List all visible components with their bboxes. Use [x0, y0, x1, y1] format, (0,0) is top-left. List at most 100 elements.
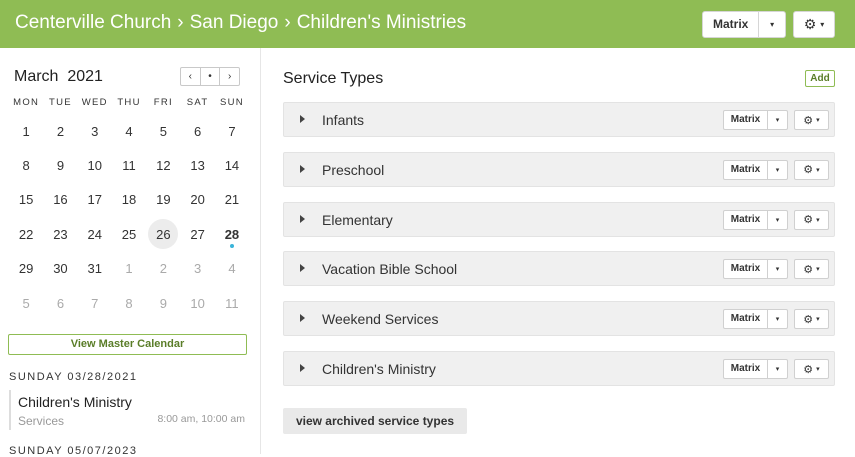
calendar-day[interactable]: 24 [87, 226, 102, 242]
calendar-day[interactable]: 16 [53, 192, 68, 208]
chevron-down-icon[interactable]: ▾ [775, 166, 780, 174]
row-settings-button[interactable]: ⚙ ▾ [794, 110, 829, 130]
calendar-day[interactable]: 22 [18, 226, 34, 242]
calendar-day[interactable]: 11 [225, 295, 239, 311]
service-type-name[interactable]: Elementary [322, 211, 393, 228]
chevron-down-icon[interactable]: ▾ [775, 266, 780, 274]
matrix-button[interactable]: Matrix [703, 12, 760, 37]
calendar-day[interactable]: 15 [18, 192, 34, 208]
service-type-row[interactable]: Infants Matrix ▾ ⚙ ▾ [283, 102, 835, 137]
chevron-down-icon: ▾ [820, 20, 825, 29]
row-matrix-split-button[interactable]: Matrix ▾ [723, 209, 788, 230]
chevron-down-icon[interactable]: ▾ [775, 216, 780, 224]
calendar-day[interactable]: 4 [228, 261, 236, 277]
row-matrix-button[interactable]: Matrix [724, 360, 768, 378]
row-matrix-split-button[interactable]: Matrix ▾ [723, 159, 788, 180]
expand-triangle-icon[interactable] [300, 164, 305, 173]
calendar-day[interactable]: 8 [125, 295, 133, 311]
calendar-day[interactable]: 6 [194, 123, 202, 139]
view-master-calendar-button[interactable]: View Master Calendar [8, 334, 247, 355]
row-settings-button[interactable]: ⚙ ▾ [794, 309, 829, 330]
row-matrix-split-button[interactable]: Matrix ▾ [723, 110, 788, 130]
breadcrumb-folder[interactable]: Children's Ministries [296, 12, 467, 33]
calendar-day[interactable]: 20 [190, 192, 205, 208]
service-type-name[interactable]: Preschool [322, 161, 385, 178]
calendar-day[interactable]: 7 [228, 123, 236, 139]
add-service-type-button[interactable]: Add [805, 70, 835, 87]
calendar-day[interactable]: 14 [224, 158, 240, 174]
calendar-day[interactable]: 9 [56, 158, 65, 174]
calendar-day[interactable]: 9 [159, 295, 167, 311]
service-type-name[interactable]: Weekend Services [322, 311, 439, 328]
service-type-row[interactable]: Children's Ministry Matrix ▾ ⚙ ▾ [283, 351, 835, 386]
matrix-split-button[interactable]: Matrix ▾ [702, 11, 786, 38]
expand-triangle-icon[interactable] [300, 214, 305, 223]
calendar-day[interactable]: 23 [53, 226, 68, 242]
calendar-day[interactable]: 1 [125, 261, 133, 277]
calendar-day[interactable]: 8 [22, 158, 30, 174]
expand-triangle-icon[interactable] [300, 115, 305, 123]
row-matrix-button[interactable]: Matrix [724, 111, 768, 129]
calendar-day[interactable]: 13 [190, 158, 205, 174]
row-settings-button[interactable]: ⚙ ▾ [794, 159, 829, 180]
agenda-event[interactable]: Children's Ministry Services 8:00 am, 10… [9, 390, 249, 430]
service-type-row[interactable]: Elementary Matrix ▾ ⚙ ▾ [283, 201, 835, 237]
calendar-day[interactable]: 5 [159, 123, 167, 139]
calendar-day[interactable]: 29 [18, 261, 34, 277]
calendar-day[interactable]: 17 [87, 192, 102, 208]
next-month-button[interactable]: › [228, 71, 232, 82]
calendar-day[interactable]: 6 [56, 295, 65, 311]
calendar-day[interactable]: 2 [159, 261, 167, 277]
row-settings-button[interactable]: ⚙ ▾ [794, 209, 829, 230]
row-matrix-split-button[interactable]: Matrix ▾ [723, 309, 788, 330]
row-matrix-button[interactable]: Matrix [724, 310, 768, 329]
settings-dropdown-button[interactable]: ⚙ ▾ [793, 11, 835, 38]
calendar-day[interactable]: 25 [121, 226, 137, 242]
chevron-down-icon[interactable]: ▾ [775, 366, 780, 373]
service-type-row[interactable]: Preschool Matrix ▾ ⚙ ▾ [283, 151, 835, 187]
calendar-day[interactable]: 10 [190, 295, 205, 311]
service-type-name[interactable]: Infants [322, 112, 365, 128]
today-button[interactable]: • [201, 68, 221, 85]
chevron-down-icon[interactable]: ▾ [775, 316, 780, 324]
breadcrumb-campus[interactable]: San Diego [189, 12, 279, 33]
calendar-day[interactable]: 27 [190, 226, 205, 242]
calendar-day[interactable]: 1 [22, 123, 30, 139]
service-type-name[interactable]: Vacation Bible School [322, 261, 458, 278]
breadcrumb-org[interactable]: Centerville Church [15, 12, 172, 33]
calendar-day[interactable]: 21 [224, 192, 240, 208]
chevron-down-icon[interactable]: ▾ [770, 20, 775, 29]
calendar-day[interactable]: 26 [146, 217, 180, 251]
prev-month-button[interactable]: ‹ [181, 68, 201, 85]
service-type-name[interactable]: Children's Ministry [322, 361, 436, 377]
calendar-day[interactable]: 5 [22, 295, 30, 311]
row-matrix-split-button[interactable]: Matrix ▾ [723, 359, 788, 379]
calendar-day[interactable]: 19 [156, 192, 171, 208]
calendar-day[interactable]: 18 [121, 192, 137, 208]
row-matrix-button[interactable]: Matrix [724, 160, 768, 179]
calendar-day[interactable]: 3 [194, 261, 202, 277]
calendar-month-title: March 2021 [14, 68, 103, 85]
row-matrix-split-button[interactable]: Matrix ▾ [723, 259, 788, 280]
calendar-day[interactable]: 10 [87, 158, 102, 174]
service-type-row[interactable]: Weekend Services Matrix ▾ ⚙ ▾ [283, 301, 835, 337]
calendar-day[interactable]: 30 [53, 261, 68, 277]
row-settings-button[interactable]: ⚙ ▾ [794, 259, 829, 280]
calendar-day[interactable]: 3 [91, 123, 99, 139]
row-matrix-button[interactable]: Matrix [724, 210, 768, 229]
chevron-down-icon[interactable]: ▾ [775, 117, 780, 124]
calendar-day[interactable]: 12 [156, 158, 171, 174]
calendar-day[interactable]: 2 [56, 123, 65, 139]
calendar-day[interactable]: 11 [122, 158, 136, 174]
row-settings-button[interactable]: ⚙ ▾ [794, 359, 829, 379]
view-archived-button[interactable]: view archived service types [283, 408, 467, 434]
calendar-day[interactable]: 4 [125, 123, 133, 139]
service-type-row[interactable]: Vacation Bible School Matrix ▾ ⚙ ▾ [283, 251, 835, 287]
expand-triangle-icon[interactable] [300, 364, 305, 372]
calendar-day[interactable]: 28 [215, 217, 249, 251]
calendar-day[interactable]: 7 [91, 295, 99, 311]
row-matrix-button[interactable]: Matrix [724, 260, 768, 279]
expand-triangle-icon[interactable] [300, 314, 305, 323]
expand-triangle-icon[interactable] [300, 264, 305, 273]
calendar-day[interactable]: 31 [87, 261, 102, 277]
